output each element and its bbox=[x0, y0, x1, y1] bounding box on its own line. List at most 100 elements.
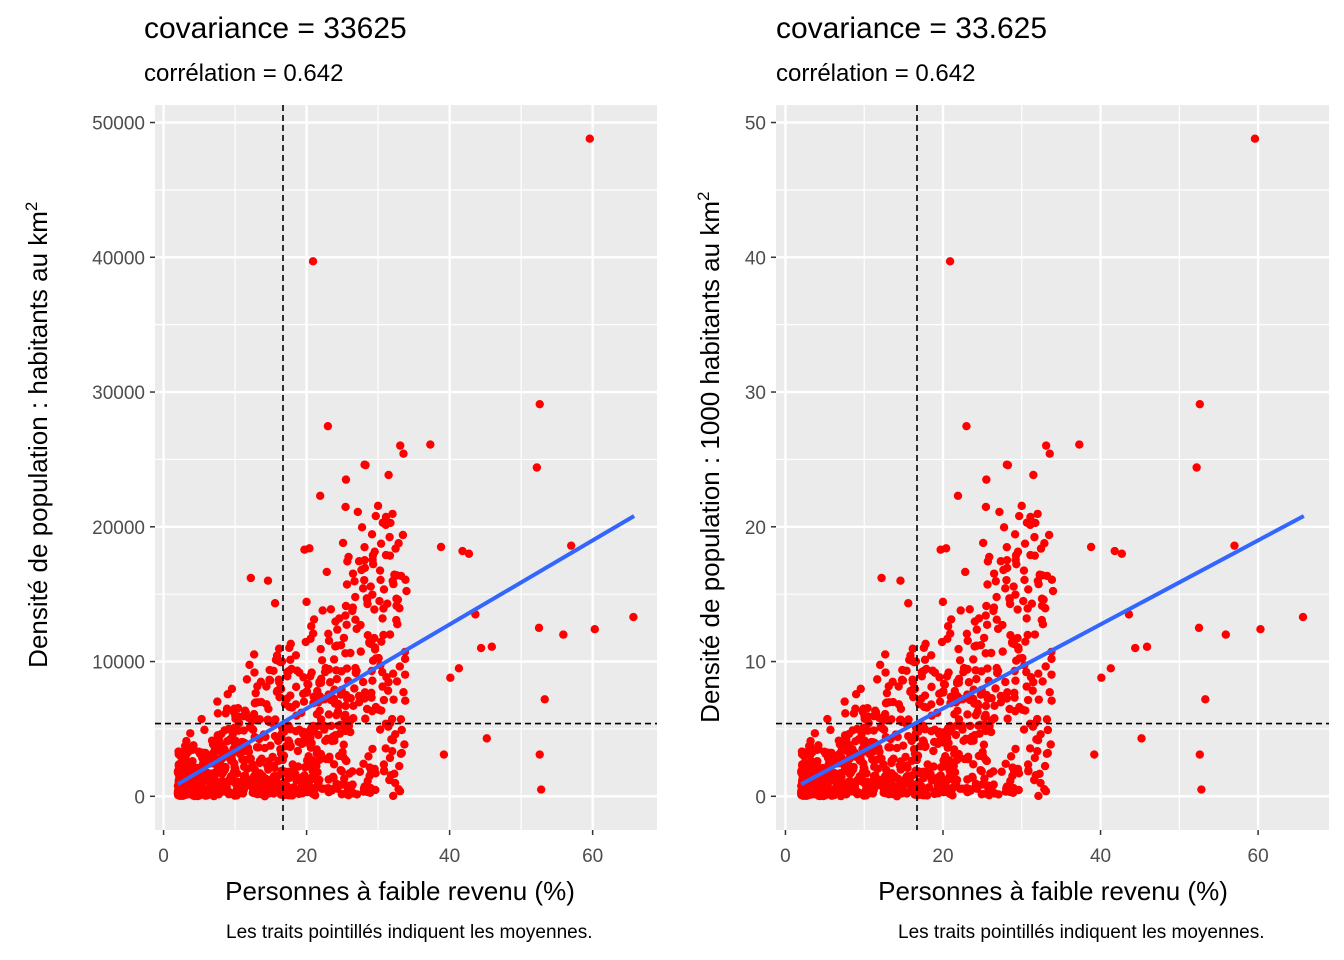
data-point bbox=[213, 697, 222, 706]
data-point bbox=[339, 740, 348, 749]
data-point bbox=[357, 523, 367, 532]
data-point bbox=[311, 761, 321, 770]
data-point bbox=[873, 675, 882, 684]
data-point bbox=[534, 623, 544, 633]
data-point bbox=[983, 694, 992, 703]
data-point bbox=[951, 730, 961, 740]
data-point bbox=[1006, 752, 1016, 761]
data-point bbox=[990, 789, 1000, 798]
data-point bbox=[386, 771, 396, 780]
data-point bbox=[239, 774, 249, 783]
data-point bbox=[184, 788, 194, 798]
data-point bbox=[298, 689, 308, 698]
data-point bbox=[963, 636, 972, 645]
data-point bbox=[234, 712, 243, 721]
data-point bbox=[395, 662, 405, 671]
data-point bbox=[934, 773, 943, 782]
data-point bbox=[446, 673, 455, 682]
data-point bbox=[856, 684, 865, 694]
data-point bbox=[983, 580, 992, 589]
data-point bbox=[1003, 460, 1013, 470]
data-point bbox=[924, 783, 934, 792]
data-point bbox=[400, 670, 410, 679]
data-point bbox=[1106, 664, 1115, 673]
data-point bbox=[1194, 623, 1204, 633]
data-point bbox=[245, 660, 254, 670]
data-point bbox=[217, 766, 226, 775]
data-point bbox=[1014, 511, 1024, 521]
data-point bbox=[1033, 746, 1042, 756]
data-point bbox=[956, 606, 965, 615]
data-point bbox=[896, 576, 905, 585]
data-point bbox=[357, 565, 366, 575]
data-point bbox=[888, 697, 898, 707]
data-point bbox=[352, 624, 361, 634]
data-point bbox=[1024, 585, 1033, 594]
y-tick-label: 10 bbox=[745, 653, 766, 674]
data-point bbox=[454, 664, 464, 673]
data-point bbox=[1195, 750, 1205, 759]
chart-subtitle: corrélation = 0.642 bbox=[776, 60, 976, 87]
data-point bbox=[314, 730, 323, 740]
data-point bbox=[336, 640, 346, 650]
data-point bbox=[947, 784, 957, 794]
data-point bbox=[1028, 722, 1038, 731]
data-point bbox=[947, 615, 956, 624]
data-point bbox=[959, 663, 969, 673]
data-point bbox=[873, 755, 882, 764]
data-point bbox=[262, 682, 271, 691]
data-point bbox=[1137, 734, 1146, 743]
data-point bbox=[333, 784, 342, 793]
data-point bbox=[921, 789, 930, 798]
data-point bbox=[351, 615, 360, 624]
data-point bbox=[210, 777, 219, 787]
y-tick-label: 20000 bbox=[92, 518, 145, 539]
data-point bbox=[860, 766, 869, 776]
data-point bbox=[269, 666, 278, 675]
data-point bbox=[375, 725, 385, 734]
data-point bbox=[367, 688, 376, 698]
data-point bbox=[820, 747, 829, 756]
right-chart-panel: covariance = 33.625 corrélation = 0.642 … bbox=[672, 0, 1344, 960]
data-point bbox=[388, 746, 397, 756]
data-point bbox=[972, 674, 981, 684]
data-point bbox=[1003, 688, 1012, 697]
data-point bbox=[1002, 555, 1012, 565]
data-point bbox=[385, 532, 394, 542]
data-point bbox=[944, 668, 953, 677]
data-point bbox=[400, 654, 410, 664]
data-point bbox=[999, 523, 1009, 532]
data-point bbox=[1025, 744, 1035, 753]
data-point bbox=[212, 787, 221, 797]
data-point bbox=[535, 399, 544, 409]
y-tick-label: 50 bbox=[745, 114, 766, 135]
data-point bbox=[1075, 440, 1084, 449]
data-point bbox=[851, 704, 860, 713]
data-point bbox=[1009, 767, 1019, 776]
data-point bbox=[979, 740, 989, 749]
data-point bbox=[1040, 539, 1049, 548]
data-point bbox=[368, 676, 377, 685]
data-point bbox=[383, 686, 393, 695]
data-point bbox=[293, 746, 303, 756]
data-point bbox=[1038, 571, 1047, 580]
data-point bbox=[341, 475, 351, 484]
data-point bbox=[392, 571, 401, 580]
data-point bbox=[902, 761, 912, 770]
data-point bbox=[341, 701, 350, 711]
y-tick-label: 30000 bbox=[92, 383, 145, 404]
data-point bbox=[177, 788, 187, 798]
data-point bbox=[865, 786, 874, 795]
data-point bbox=[532, 463, 542, 472]
data-point bbox=[307, 668, 316, 677]
data-point bbox=[1003, 714, 1012, 723]
data-point bbox=[322, 567, 331, 577]
data-point bbox=[1007, 638, 1017, 647]
data-point bbox=[309, 615, 319, 624]
data-point bbox=[321, 663, 330, 673]
data-point bbox=[1023, 630, 1032, 640]
data-point bbox=[371, 785, 380, 795]
data-point bbox=[359, 759, 368, 769]
data-point bbox=[844, 766, 854, 775]
data-point bbox=[389, 695, 398, 704]
